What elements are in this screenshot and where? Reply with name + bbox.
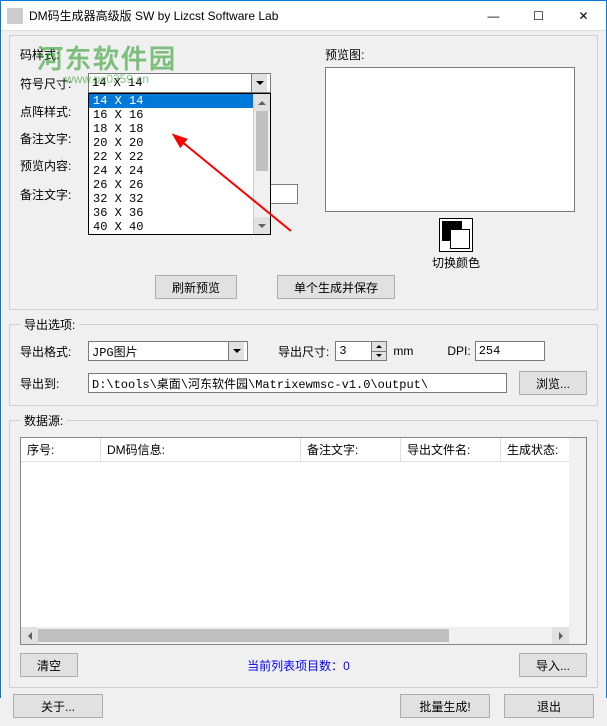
export-format-value: JPG图片 [92, 343, 228, 360]
scroll-right-icon[interactable] [552, 627, 569, 644]
table-column-header[interactable]: DM码信息: [101, 438, 301, 461]
dropdown-option[interactable]: 22 X 22 [89, 150, 270, 164]
scroll-thumb-h[interactable] [38, 629, 449, 642]
table-scrollbar-v[interactable] [569, 438, 586, 627]
table-column-header[interactable]: 生成状态: [501, 438, 576, 461]
code-style-label: 码样式: [20, 46, 88, 63]
dropdown-option[interactable]: 26 X 26 [89, 178, 270, 192]
symbol-size-value: 14 X 14 [92, 76, 251, 90]
datasource-legend: 数据源: [20, 412, 67, 429]
symbol-size-combo[interactable]: 14 X 14 14 X 1416 X 1618 X 1820 X 2022 X… [88, 73, 271, 93]
scroll-left-icon[interactable] [21, 627, 38, 644]
note-text-label: 备注文字: [20, 130, 88, 147]
table-scrollbar-h[interactable] [21, 627, 569, 644]
background-color-icon [450, 229, 470, 249]
export-size-label: 导出尺寸: [278, 343, 329, 360]
list-count-status: 当前列表项目数：0 [78, 657, 519, 674]
clear-button[interactable]: 清空 [20, 653, 78, 677]
dropdown-option[interactable]: 24 X 24 [89, 164, 270, 178]
color-swap-label: 切换颜色 [432, 254, 480, 271]
scroll-down-icon[interactable] [254, 217, 270, 234]
symbol-size-dropdown: 14 X 1416 X 1618 X 1820 X 2022 X 2224 X … [88, 93, 271, 235]
dpi-input[interactable] [475, 341, 545, 361]
dropdown-option[interactable]: 32 X 32 [89, 192, 270, 206]
export-format-combo[interactable]: JPG图片 [88, 341, 248, 361]
dropdown-option[interactable]: 20 X 20 [89, 136, 270, 150]
dropdown-scrollbar[interactable] [253, 94, 270, 234]
preview-label: 预览图: [325, 46, 364, 63]
close-button[interactable]: ✕ [561, 1, 606, 30]
scroll-up-icon[interactable] [254, 94, 270, 111]
minimize-button[interactable]: — [471, 1, 516, 30]
export-size-spinner[interactable] [335, 341, 387, 361]
dropdown-option[interactable]: 36 X 36 [89, 206, 270, 220]
dropdown-option[interactable]: 40 X 40 [89, 220, 270, 234]
maximize-button[interactable]: ☐ [516, 1, 561, 30]
symbol-size-label: 符号尺寸: [20, 75, 88, 92]
single-generate-button[interactable]: 单个生成并保存 [277, 275, 395, 299]
dropdown-option[interactable]: 14 X 14 [89, 94, 270, 108]
window-title: DM码生成器高级版 SW by Lizcst Software Lab [29, 7, 471, 24]
scroll-corner [569, 627, 586, 644]
dpi-label: DPI: [447, 344, 470, 358]
export-panel: 导出选项: 导出格式: JPG图片 导出尺寸: mm [9, 316, 598, 406]
scroll-thumb[interactable] [256, 111, 268, 171]
table-column-header[interactable]: 序号: [21, 438, 101, 461]
datasource-panel: 数据源: 序号:DM码信息:备注文字:导出文件名:生成状态: 清空 当前列表项目… [9, 412, 598, 688]
generate-panel: 码样式: 符号尺寸: 14 X 14 14 X 1416 X 1618 X 18… [9, 35, 598, 310]
export-format-label: 导出格式: [20, 343, 88, 360]
browse-button[interactable]: 浏览... [519, 371, 587, 395]
import-button[interactable]: 导入... [519, 653, 587, 677]
chevron-down-icon[interactable] [251, 74, 267, 92]
table-column-header[interactable]: 备注文字: [301, 438, 401, 461]
dropdown-option[interactable]: 16 X 16 [89, 108, 270, 122]
table-column-header[interactable]: 导出文件名: [401, 438, 501, 461]
export-size-input[interactable] [335, 341, 371, 361]
matrix-style-label: 点阵样式: [20, 103, 88, 120]
refresh-preview-button[interactable]: 刷新预览 [155, 275, 237, 299]
export-path-label: 导出到: [20, 375, 88, 392]
data-table[interactable]: 序号:DM码信息:备注文字:导出文件名:生成状态: [20, 437, 587, 645]
export-path-input[interactable] [88, 373, 507, 393]
spinner-down-icon[interactable] [372, 352, 386, 361]
preview-content-label: 预览内容: [20, 157, 88, 174]
titlebar: DM码生成器高级版 SW by Lizcst Software Lab — ☐ … [1, 1, 606, 31]
app-icon [7, 8, 23, 24]
note-text2-label: 备注文字: [20, 186, 88, 203]
export-size-unit: mm [393, 344, 413, 358]
color-swap-button[interactable] [439, 218, 473, 252]
export-legend: 导出选项: [20, 316, 79, 333]
dropdown-option[interactable]: 18 X 18 [89, 122, 270, 136]
chevron-down-icon[interactable] [228, 342, 244, 360]
spinner-up-icon[interactable] [372, 342, 386, 352]
preview-box [325, 67, 575, 212]
